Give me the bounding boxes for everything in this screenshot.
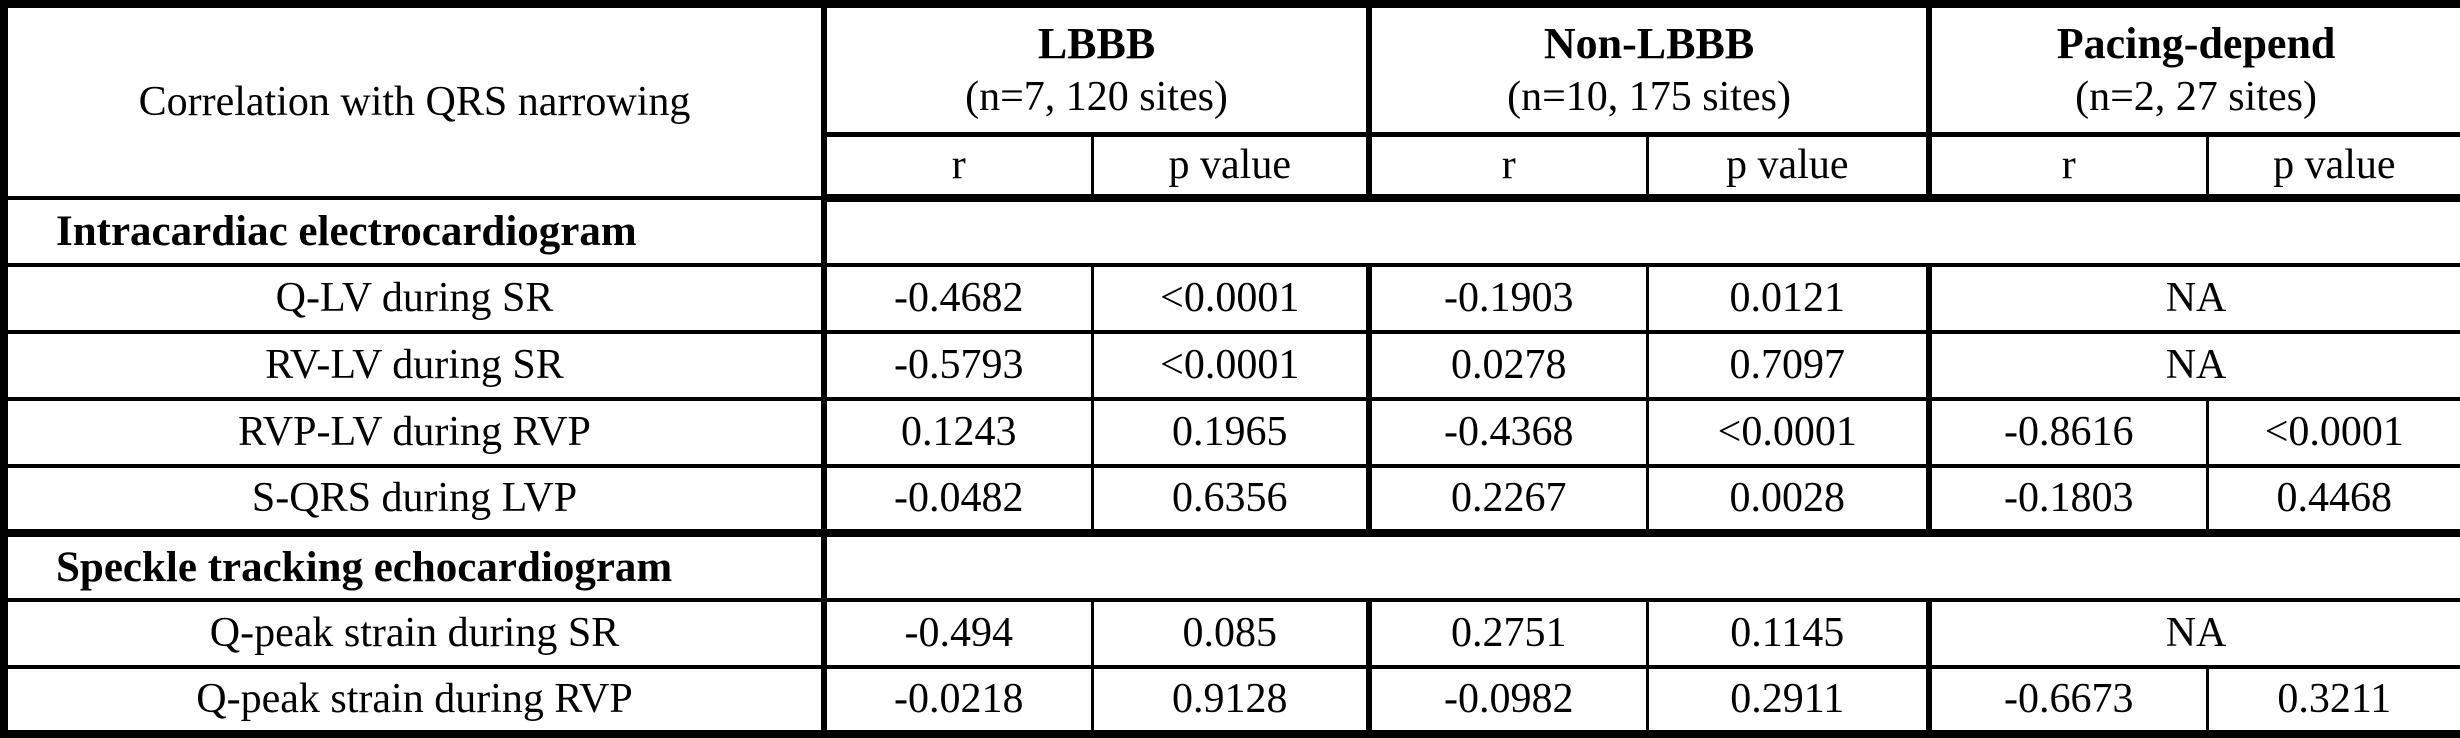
value-cell: 0.085 <box>1090 598 1371 669</box>
group-subtitle-non-lbbb: (n=10, 175 sites) <box>1507 74 1791 120</box>
value-cell: <0.0001 <box>1090 263 1371 334</box>
na-cell: NA <box>1926 263 2460 334</box>
value-cell: 0.9128 <box>1090 665 1371 736</box>
value-cell: 0.1965 <box>1090 397 1371 468</box>
value-cell: -0.0982 <box>1366 665 1649 736</box>
value-cell: 0.2751 <box>1366 598 1649 669</box>
stat-header-row: r p value r p value r p value <box>4 132 2460 202</box>
row-label: S-QRS during LVP <box>2 464 826 535</box>
value-cell: 0.0121 <box>1645 263 1931 334</box>
stat-header-pacing-r: r <box>1926 132 2209 202</box>
value-cell: -0.1803 <box>1926 464 2209 535</box>
value-cell: <0.0001 <box>1645 397 1931 468</box>
value-cell: <0.0001 <box>2205 397 2460 468</box>
group-subtitle-pacing: (n=2, 27 sites) <box>2075 74 2317 120</box>
stat-header-lbbb-r: r <box>821 132 1094 202</box>
value-cell: 0.0028 <box>1645 464 1931 535</box>
stat-header-non-lbbb-r: r <box>1366 132 1649 202</box>
value-cell: -0.5793 <box>821 330 1094 401</box>
na-cell: NA <box>1926 598 2460 669</box>
value-cell: -0.8616 <box>1926 397 2209 468</box>
value-cell: 0.1243 <box>821 397 1094 468</box>
data-row-qlv-sr: Q-LV during SR -0.4682 <0.0001 -0.1903 0… <box>2 263 2460 334</box>
row-label: RV-LV during SR <box>2 330 826 401</box>
data-row-rvlv-sr: RV-LV during SR -0.5793 <0.0001 0.0278 0… <box>2 330 2460 401</box>
value-cell: 0.0278 <box>1366 330 1649 401</box>
section-row-intracardiac: Intracardiac electrocardiogram <box>2 196 2460 267</box>
corner-header-label: Correlation with QRS narrowing <box>138 78 691 125</box>
corner-header-cell: Correlation with QRS narrowing <box>2 2 827 200</box>
empty-section-cell <box>820 529 2460 602</box>
value-cell: 0.3211 <box>2205 665 2460 736</box>
value-cell: -0.0482 <box>821 464 1094 535</box>
group-subtitle-lbbb: (n=7, 120 sites) <box>965 74 1228 120</box>
value-cell: -0.1903 <box>1366 263 1649 334</box>
row-label: Q-peak strain during SR <box>2 598 826 669</box>
value-cell: -0.4682 <box>821 263 1094 334</box>
stat-header-lbbb-p: p value <box>1090 132 1371 202</box>
na-cell: NA <box>1926 330 2460 401</box>
value-cell: -0.6673 <box>1926 665 2209 736</box>
section-row-speckle: Speckle tracking echocardiogram <box>2 529 2460 602</box>
data-row-sqrs-lvp: S-QRS during LVP -0.0482 0.6356 0.2267 0… <box>2 464 2460 535</box>
group-header-pacing: Pacing-depend (n=2, 27 sites) <box>1926 2 2460 137</box>
value-cell: 0.2911 <box>1645 665 1931 736</box>
value-cell: -0.494 <box>821 598 1094 669</box>
data-row-qpeak-rvp: Q-peak strain during RVP -0.0218 0.9128 … <box>2 665 2460 736</box>
value-cell: 0.4468 <box>2205 464 2460 535</box>
row-label: Q-peak strain during RVP <box>2 665 826 736</box>
group-label-non-lbbb: Non-LBBB <box>1543 19 1755 68</box>
row-label: Q-LV during SR <box>2 263 826 334</box>
value-cell: -0.0218 <box>821 665 1094 736</box>
data-row-rvplv-rvp: RVP-LV during RVP 0.1243 0.1965 -0.4368 … <box>2 397 2460 468</box>
value-cell: 0.7097 <box>1645 330 1931 401</box>
group-label-pacing: Pacing-depend <box>2056 19 2336 68</box>
section-title: Intracardiac electrocardiogram <box>2 196 826 267</box>
stat-header-non-lbbb-p: p value <box>1645 132 1931 202</box>
group-header-row: Correlation with QRS narrowing LBBB (n=7… <box>2 2 2460 200</box>
value-cell: 0.6356 <box>1090 464 1371 535</box>
data-row-qpeak-sr: Q-peak strain during SR -0.494 0.085 0.2… <box>2 598 2460 669</box>
value-cell: 0.1145 <box>1645 598 1931 669</box>
value-cell: <0.0001 <box>1090 330 1371 401</box>
row-label: RVP-LV during RVP <box>2 397 826 468</box>
stat-header-pacing-p: p value <box>2205 132 2460 202</box>
section-title: Speckle tracking echocardiogram <box>2 529 826 602</box>
empty-section-cell <box>820 196 2460 267</box>
value-cell: -0.4368 <box>1366 397 1649 468</box>
group-label-lbbb: LBBB <box>1037 19 1156 68</box>
value-cell: 0.2267 <box>1366 464 1649 535</box>
group-header-lbbb: LBBB (n=7, 120 sites) <box>820 2 1371 137</box>
group-header-non-lbbb: Non-LBBB (n=10, 175 sites) <box>1366 2 1931 137</box>
